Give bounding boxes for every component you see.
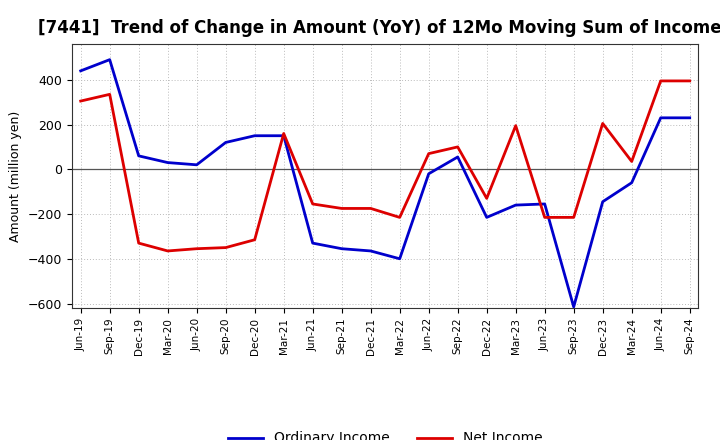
Ordinary Income xyxy=(251,133,259,138)
Ordinary Income xyxy=(163,160,172,165)
Title: [7441]  Trend of Change in Amount (YoY) of 12Mo Moving Sum of Incomes: [7441] Trend of Change in Amount (YoY) o… xyxy=(38,19,720,37)
Ordinary Income xyxy=(308,241,317,246)
Ordinary Income xyxy=(482,215,491,220)
Ordinary Income xyxy=(570,304,578,309)
Ordinary Income xyxy=(105,57,114,62)
Ordinary Income xyxy=(685,115,694,121)
Net Income xyxy=(454,144,462,150)
Net Income xyxy=(511,123,520,128)
Net Income xyxy=(627,159,636,164)
Net Income xyxy=(308,202,317,207)
Ordinary Income xyxy=(338,246,346,251)
Net Income xyxy=(424,151,433,156)
Net Income xyxy=(395,215,404,220)
Ordinary Income xyxy=(221,140,230,145)
Y-axis label: Amount (million yen): Amount (million yen) xyxy=(9,110,22,242)
Net Income xyxy=(192,246,201,251)
Line: Ordinary Income: Ordinary Income xyxy=(81,60,690,307)
Ordinary Income xyxy=(541,202,549,207)
Net Income xyxy=(221,245,230,250)
Ordinary Income xyxy=(627,180,636,185)
Ordinary Income xyxy=(135,153,143,158)
Net Income xyxy=(685,78,694,84)
Line: Net Income: Net Income xyxy=(81,81,690,251)
Net Income xyxy=(366,206,375,211)
Ordinary Income xyxy=(395,256,404,261)
Net Income xyxy=(482,196,491,201)
Ordinary Income xyxy=(424,171,433,176)
Ordinary Income xyxy=(192,162,201,168)
Ordinary Income xyxy=(598,199,607,204)
Net Income xyxy=(570,215,578,220)
Net Income xyxy=(135,241,143,246)
Ordinary Income xyxy=(76,68,85,73)
Ordinary Income xyxy=(279,133,288,138)
Ordinary Income xyxy=(366,248,375,253)
Net Income xyxy=(338,206,346,211)
Ordinary Income xyxy=(454,154,462,160)
Net Income xyxy=(279,131,288,136)
Net Income xyxy=(541,215,549,220)
Ordinary Income xyxy=(657,115,665,121)
Legend: Ordinary Income, Net Income: Ordinary Income, Net Income xyxy=(222,426,548,440)
Net Income xyxy=(251,237,259,242)
Net Income xyxy=(163,248,172,253)
Net Income xyxy=(598,121,607,126)
Net Income xyxy=(657,78,665,84)
Net Income xyxy=(105,92,114,97)
Net Income xyxy=(76,99,85,104)
Ordinary Income xyxy=(511,202,520,208)
